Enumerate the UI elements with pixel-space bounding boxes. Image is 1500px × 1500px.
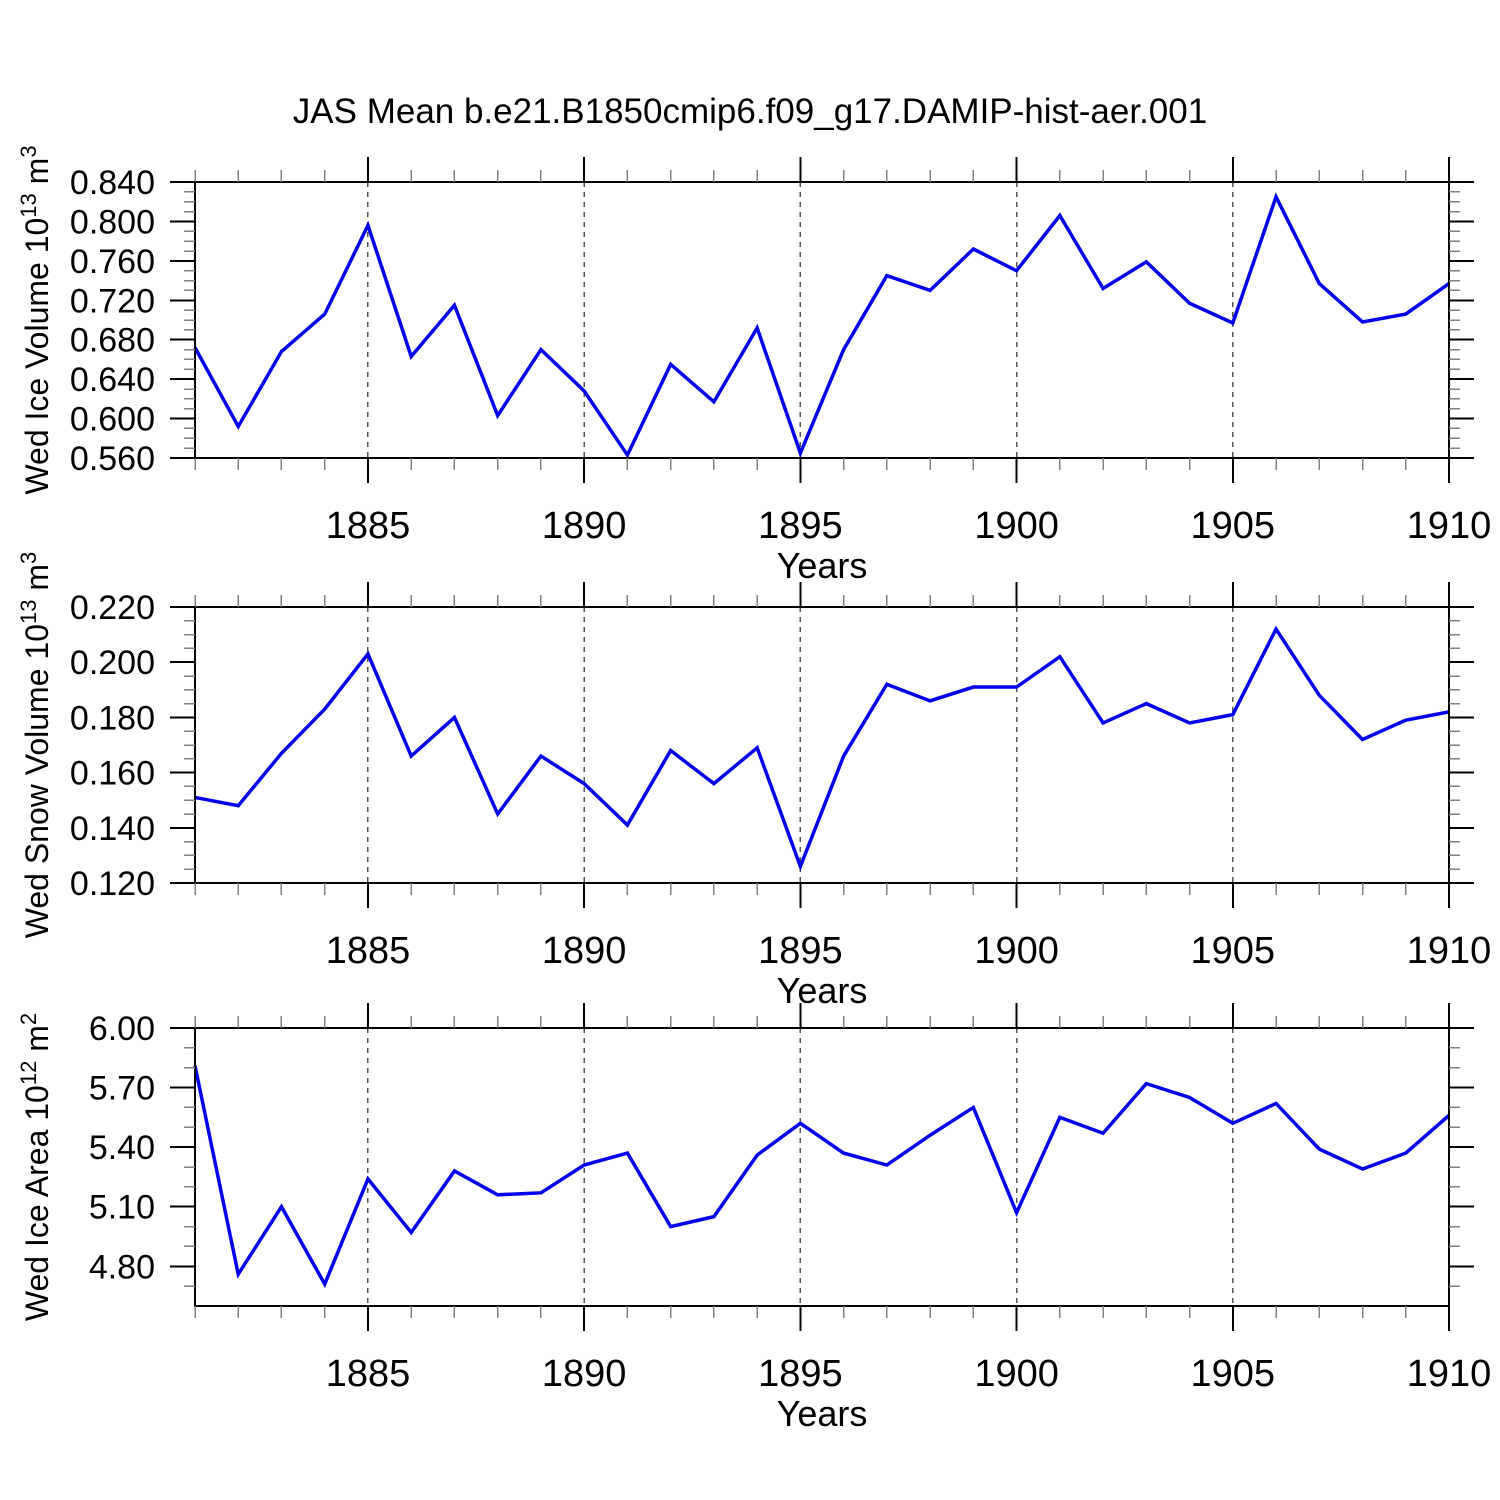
plot-frame bbox=[194, 606, 1450, 884]
y-axis-title: Wed Ice Volume 1013 m3 bbox=[16, 145, 55, 494]
y-tick-label: 0.200 bbox=[70, 644, 155, 682]
y-axis-title: Wed Ice Area 1012 m2 bbox=[16, 1013, 55, 1321]
x-axis-title: Years bbox=[777, 970, 868, 1011]
x-tick-label: 1905 bbox=[1191, 930, 1276, 972]
y-tick-label: 0.160 bbox=[70, 755, 155, 793]
y-tick-label: 4.80 bbox=[89, 1248, 155, 1286]
x-tick-label: 1905 bbox=[1191, 505, 1276, 547]
y-tick-label: 0.180 bbox=[70, 699, 155, 737]
x-tick-label: 1895 bbox=[758, 930, 843, 972]
x-tick-label: 1890 bbox=[542, 930, 627, 972]
panel-wed-ice-area: 4.80 5.10 5.40 5.70 6.00 1885 1890 1895 1900 1905… bbox=[16, 1003, 1491, 1434]
y-tick-label: 0.720 bbox=[70, 282, 155, 320]
series-line bbox=[193, 1065, 1451, 1289]
y-tick-label: 6.00 bbox=[89, 1010, 155, 1048]
panel-wed-snow-volume: 0.120 0.140 0.160 0.180 0.200 0.220 1885 1890 18… bbox=[16, 552, 1491, 1011]
y-tick-label: 0.560 bbox=[70, 440, 155, 478]
x-tick-label: 1885 bbox=[326, 930, 411, 972]
series-line bbox=[193, 192, 1451, 459]
x-tick-label: 1885 bbox=[326, 505, 411, 547]
x-tick-label: 1885 bbox=[326, 1353, 411, 1395]
x-tick-label: 1890 bbox=[542, 505, 627, 547]
series-line bbox=[194, 625, 1450, 872]
figure-title: JAS Mean b.e21.B1850cmip6.f09_g17.DAMIP-… bbox=[292, 92, 1208, 131]
y-tick-label: 0.220 bbox=[70, 589, 155, 627]
y-tick-label: 0.600 bbox=[70, 401, 155, 439]
plot-frame bbox=[194, 1027, 1450, 1307]
y-tick-label: 5.70 bbox=[89, 1070, 155, 1108]
x-tick-label: 1900 bbox=[974, 930, 1059, 972]
x-axis-title: Years bbox=[777, 545, 868, 586]
x-tick-label: 1895 bbox=[758, 1353, 843, 1395]
y-axis-title: Wed Snow Volume 1013 m3 bbox=[16, 552, 55, 939]
y-tick-label: 5.40 bbox=[89, 1129, 155, 1167]
x-tick-label: 1905 bbox=[1191, 1353, 1276, 1395]
x-axis-title: Years bbox=[777, 1393, 868, 1434]
x-tick-label: 1910 bbox=[1407, 930, 1492, 972]
plot-frame bbox=[194, 181, 1450, 459]
y-tick-label: 0.760 bbox=[70, 243, 155, 281]
y-tick-label: 0.800 bbox=[70, 203, 155, 241]
y-tick-label: 0.840 bbox=[70, 164, 155, 202]
x-tick-label: 1895 bbox=[758, 505, 843, 547]
x-tick-label: 1910 bbox=[1407, 1353, 1492, 1395]
y-tick-label: 0.640 bbox=[70, 361, 155, 399]
x-tick-label: 1910 bbox=[1407, 505, 1492, 547]
x-tick-label: 1890 bbox=[542, 1353, 627, 1395]
panel-wed-ice-volume: 0.5600.6000.6400.6800.7200.7600.8000.840… bbox=[16, 145, 1491, 586]
y-tick-label: 0.680 bbox=[70, 322, 155, 360]
y-tick-label: 5.10 bbox=[89, 1189, 155, 1227]
x-tick-label: 1900 bbox=[974, 505, 1059, 547]
y-tick-label: 0.140 bbox=[70, 810, 155, 848]
y-tick-label: 0.120 bbox=[70, 865, 155, 903]
x-tick-label: 1900 bbox=[974, 1353, 1059, 1395]
